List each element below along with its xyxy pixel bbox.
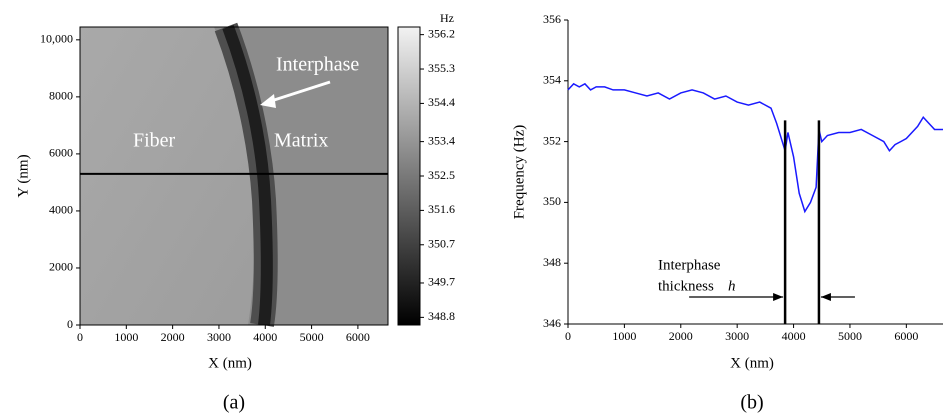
x-axis-label: X (nm) <box>730 355 774 371</box>
matrix-label: Matrix <box>274 130 328 152</box>
y-tick-label: 352 <box>543 133 561 147</box>
y-tick-label: 0 <box>67 317 73 331</box>
x-tick-label: 2000 <box>669 329 693 343</box>
colorbar-tick-label: 350.7 <box>428 237 455 251</box>
colorbar-tick-label: 355.3 <box>428 61 455 75</box>
x-tick-label: 1000 <box>612 329 636 343</box>
y-tick-label: 354 <box>543 73 561 87</box>
x-tick-label: 5000 <box>300 330 324 344</box>
annotation-arrow <box>267 80 331 104</box>
arrow-head <box>820 293 831 301</box>
x-tick-label: 3000 <box>207 330 231 344</box>
y-tick-label: 346 <box>543 316 561 330</box>
annotation: Interphase <box>658 257 721 273</box>
y-tick-label: 356 <box>543 12 561 26</box>
x-axis-label: X (nm) <box>208 355 252 371</box>
line-series <box>567 82 943 214</box>
y-tick-label: 348 <box>543 255 561 269</box>
y-tick-label: 4000 <box>49 203 73 217</box>
y-tick-label: 2000 <box>49 260 73 274</box>
x-tick-label: 6000 <box>894 329 918 343</box>
arrow-head <box>260 94 276 108</box>
y-tick-label: 10,000 <box>40 32 73 46</box>
y-tick-label: 350 <box>543 194 561 208</box>
caption: (b) <box>740 392 763 414</box>
colorbar-tick-label: 354.4 <box>428 95 455 109</box>
plot-frame <box>79 26 389 326</box>
colorbar-tick-label: 356.2 <box>428 26 455 40</box>
fiber-label: Fiber <box>133 130 176 152</box>
x-tick-label: 3000 <box>725 329 749 343</box>
colorbar-tick-label: 353.4 <box>428 133 455 147</box>
y-axis-label: Frequency (Hz) <box>511 125 527 220</box>
x-tick-label: 1000 <box>114 330 138 344</box>
colorbar-tick-label: 348.8 <box>428 309 455 323</box>
colorbar <box>397 26 421 326</box>
x-tick-label: 4000 <box>782 329 806 343</box>
colorbar-tick-label: 352.5 <box>428 168 455 182</box>
annotation-symbol: h <box>728 278 736 294</box>
colorbar-tick-label: 349.7 <box>428 275 455 289</box>
x-tick-label: 0 <box>77 330 83 344</box>
x-tick-label: 4000 <box>253 330 277 344</box>
caption: (a) <box>223 392 245 414</box>
y-axis-label: Y (nm) <box>15 154 31 197</box>
y-tick-label: 6000 <box>49 146 73 160</box>
arrow-head <box>773 293 784 301</box>
interphase-label: Interphase <box>276 54 359 76</box>
afm-image <box>80 22 388 327</box>
x-tick-label: 0 <box>565 329 571 343</box>
x-tick-label: 5000 <box>838 329 862 343</box>
x-tick-label: 6000 <box>346 330 370 344</box>
colorbar-unit: Hz <box>440 11 454 25</box>
annotation: thickness <box>658 278 714 294</box>
y-tick-label: 8000 <box>49 89 73 103</box>
x-tick-label: 2000 <box>161 330 185 344</box>
colorbar-tick-label: 351.6 <box>428 202 455 216</box>
